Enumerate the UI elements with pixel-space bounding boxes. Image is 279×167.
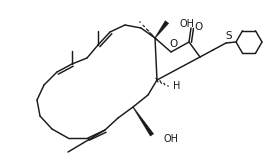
Text: H: H (173, 81, 181, 91)
Text: OH: OH (164, 134, 179, 144)
Text: O: O (194, 22, 202, 32)
Text: O: O (170, 39, 178, 49)
Polygon shape (155, 21, 169, 38)
Text: OH: OH (180, 19, 195, 29)
Text: S: S (226, 31, 232, 41)
Polygon shape (133, 107, 154, 136)
